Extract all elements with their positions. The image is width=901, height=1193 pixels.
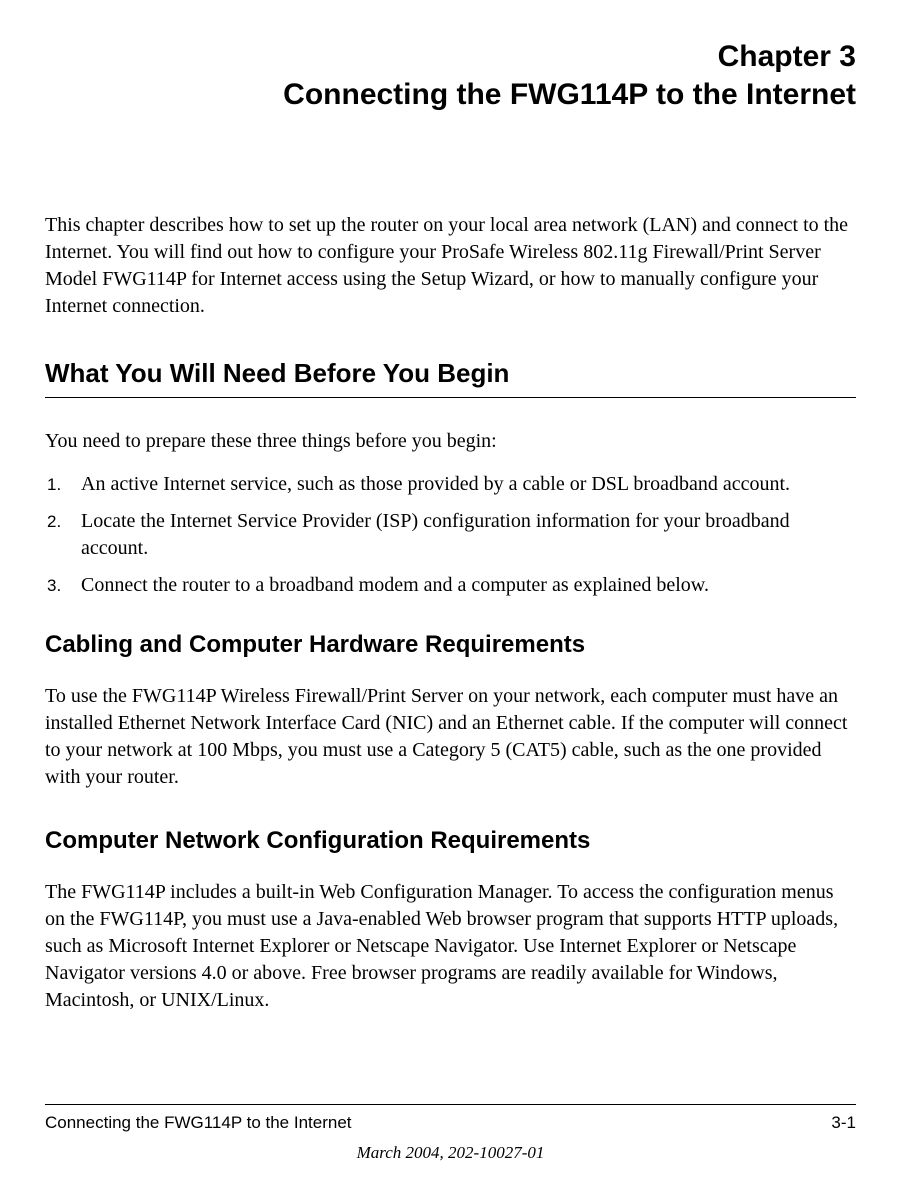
chapter-label: Chapter 3 xyxy=(45,40,856,74)
list-item: 3. Connect the router to a broadband mod… xyxy=(45,572,856,599)
list-number: 3. xyxy=(45,575,81,598)
list-item: 1. An active Internet service, such as t… xyxy=(45,471,856,498)
footer-row: Connecting the FWG114P to the Internet 3… xyxy=(45,1113,856,1133)
footer-title: Connecting the FWG114P to the Internet xyxy=(45,1113,352,1133)
list-item: 2. Locate the Internet Service Provider … xyxy=(45,508,856,562)
intro-paragraph: This chapter describes how to set up the… xyxy=(45,212,856,320)
footer-pagenum: 3-1 xyxy=(831,1113,856,1133)
section-heading-begin: What You Will Need Before You Begin xyxy=(45,358,856,398)
list-text: Locate the Internet Service Provider (IS… xyxy=(81,508,856,562)
network-text: The FWG114P includes a built-in Web Conf… xyxy=(45,879,856,1014)
page-footer: Connecting the FWG114P to the Internet 3… xyxy=(45,1104,856,1163)
chapter-title: Connecting the FWG114P to the Internet xyxy=(45,78,856,112)
subsection-heading-cabling: Cabling and Computer Hardware Requiremen… xyxy=(45,631,856,659)
section-intro-text: You need to prepare these three things b… xyxy=(45,428,856,455)
cabling-text: To use the FWG114P Wireless Firewall/Pri… xyxy=(45,683,856,791)
list-text: Connect the router to a broadband modem … xyxy=(81,572,856,599)
subsection-heading-network: Computer Network Configuration Requireme… xyxy=(45,827,856,855)
list-number: 1. xyxy=(45,474,81,497)
list-number: 2. xyxy=(45,511,81,534)
footer-date: March 2004, 202-10027-01 xyxy=(45,1143,856,1163)
requirements-list: 1. An active Internet service, such as t… xyxy=(45,471,856,599)
list-text: An active Internet service, such as thos… xyxy=(81,471,856,498)
footer-rule xyxy=(45,1104,856,1105)
